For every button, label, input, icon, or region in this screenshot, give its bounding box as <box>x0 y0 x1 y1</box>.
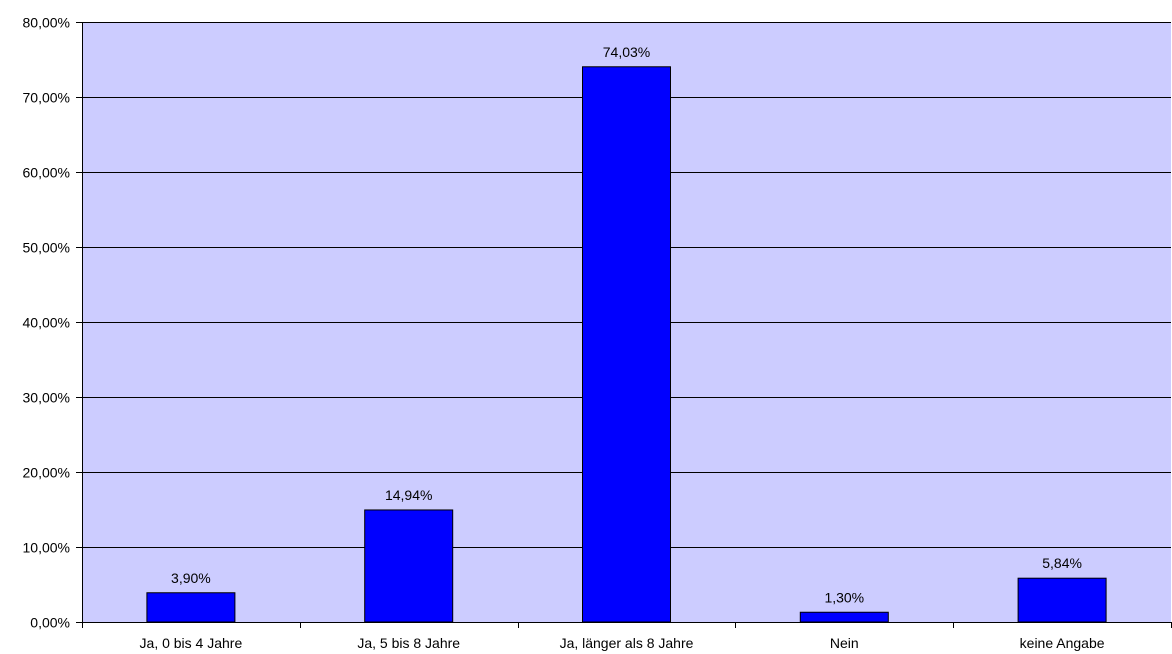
x-category-label: Ja, länger als 8 Jahre <box>560 635 694 651</box>
bars <box>146 66 1107 623</box>
y-axis: 0,00% 10,00% 20,00% 30,00% 40,00% 50,00% 60,00… <box>23 15 83 631</box>
data-label: 14,94% <box>385 487 432 503</box>
y-tick-label: 30,00% <box>23 390 70 406</box>
x-category-label: Ja, 5 bis 8 Jahre <box>357 635 460 651</box>
x-category-label: keine Angabe <box>1020 635 1105 651</box>
y-tick-label: 40,00% <box>23 315 70 331</box>
y-tick-label: 0,00% <box>30 615 70 631</box>
bar <box>364 509 454 623</box>
y-tick-label: 50,00% <box>23 240 70 256</box>
x-category-label: Nein <box>830 635 859 651</box>
bar <box>582 66 671 623</box>
data-label: 5,84% <box>1042 555 1082 571</box>
y-tick-label: 20,00% <box>23 465 70 481</box>
bar <box>799 611 889 623</box>
data-label: 74,03% <box>603 44 650 60</box>
bar <box>146 592 236 623</box>
y-tick-label: 70,00% <box>23 90 70 106</box>
bar <box>1017 577 1107 623</box>
data-label: 1,30% <box>824 589 864 605</box>
y-tick-label: 10,00% <box>23 540 70 556</box>
x-category-label: Ja, 0 bis 4 Jahre <box>140 635 243 651</box>
data-labels: 3,90% 14,94% 74,03% 1,30% 5,84% <box>171 44 1082 605</box>
data-label: 3,90% <box>171 570 211 586</box>
y-tick-label: 60,00% <box>23 165 70 181</box>
x-axis: Ja, 0 bis 4 Jahre Ja, 5 bis 8 Jahre Ja, lä… <box>82 622 1172 651</box>
y-tick-label: 80,00% <box>23 15 70 31</box>
